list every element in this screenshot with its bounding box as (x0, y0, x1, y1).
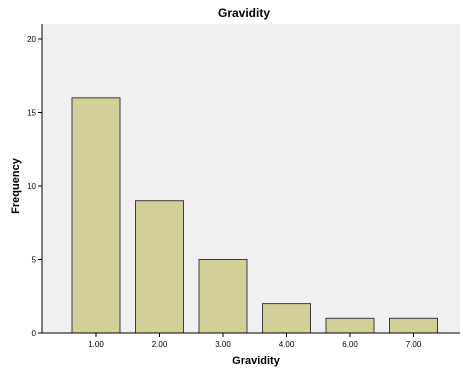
bar-1.00 (71, 97, 121, 334)
y-tick-label: 10 (27, 182, 36, 191)
bar-3.00 (198, 259, 248, 334)
y-tick-label: 0 (32, 329, 37, 338)
x-tick-label: 2.00 (152, 340, 168, 349)
bar-7.00 (389, 317, 438, 334)
bar-4.00 (262, 303, 311, 334)
x-tick-label: 6.00 (342, 340, 358, 349)
x-tick-label: 1.00 (88, 340, 104, 349)
bar-2.00 (135, 200, 184, 334)
x-tick-label: 7.00 (406, 340, 422, 349)
y-tick-label: 15 (27, 109, 36, 118)
y-axis-label: Frequency (10, 157, 22, 214)
y-tick-label: 5 (32, 256, 37, 265)
bar-6.00 (325, 317, 375, 334)
x-tick-label: 3.00 (215, 340, 231, 349)
x-axis-label: Gravidity (232, 355, 281, 367)
bars-group (71, 97, 438, 334)
y-tick-label: 20 (27, 35, 36, 44)
y-axis: 0 5 10 15 20 (27, 24, 43, 338)
x-tick-label: 4.00 (279, 340, 295, 349)
chart-title: Gravidity (218, 6, 270, 20)
x-axis: 1.00 2.00 3.00 4.00 6.00 7.00 (42, 332, 460, 349)
